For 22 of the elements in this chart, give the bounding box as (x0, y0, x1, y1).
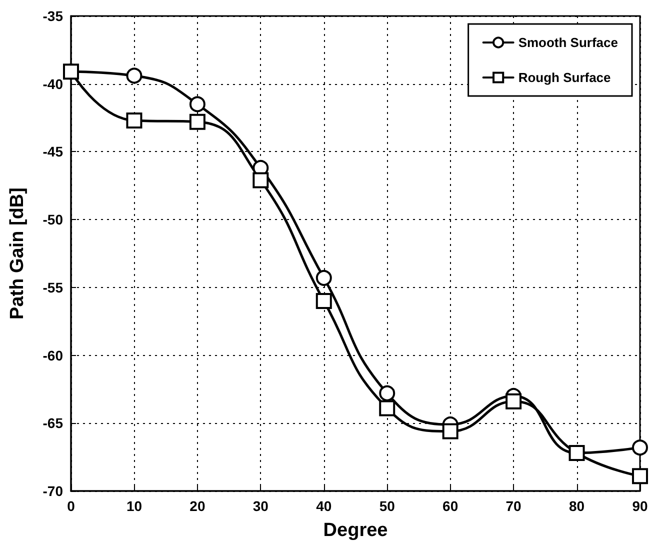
y-tick-label: -35 (42, 8, 64, 24)
legend-label: Rough Surface (518, 70, 611, 85)
x-tick-label: 30 (252, 498, 269, 514)
y-tick-label: -60 (42, 347, 64, 364)
y-tick-label: -45 (42, 144, 64, 160)
y-tick-label: -65 (42, 415, 64, 432)
y-tick-label: -55 (42, 279, 64, 296)
x-tick-label: 50 (379, 498, 396, 514)
legend-label: Smooth Surface (518, 35, 618, 50)
y-axis-title: Path Gain [dB] (7, 188, 28, 320)
x-tick-label: 90 (632, 498, 648, 514)
x-axis-title: Degree (323, 520, 388, 541)
x-tick-label: 60 (442, 498, 458, 514)
x-tick-label: 80 (568, 498, 585, 514)
x-tick-label: 70 (506, 498, 522, 514)
x-tick-label: 0 (67, 498, 76, 514)
x-tick-label: 40 (316, 498, 332, 514)
x-tick-label: 20 (190, 498, 206, 514)
y-tick-label: -50 (42, 212, 64, 228)
y-tick-label: -40 (42, 76, 64, 92)
y-tick-label: -70 (42, 483, 64, 499)
x-tick-label: 10 (126, 498, 142, 514)
